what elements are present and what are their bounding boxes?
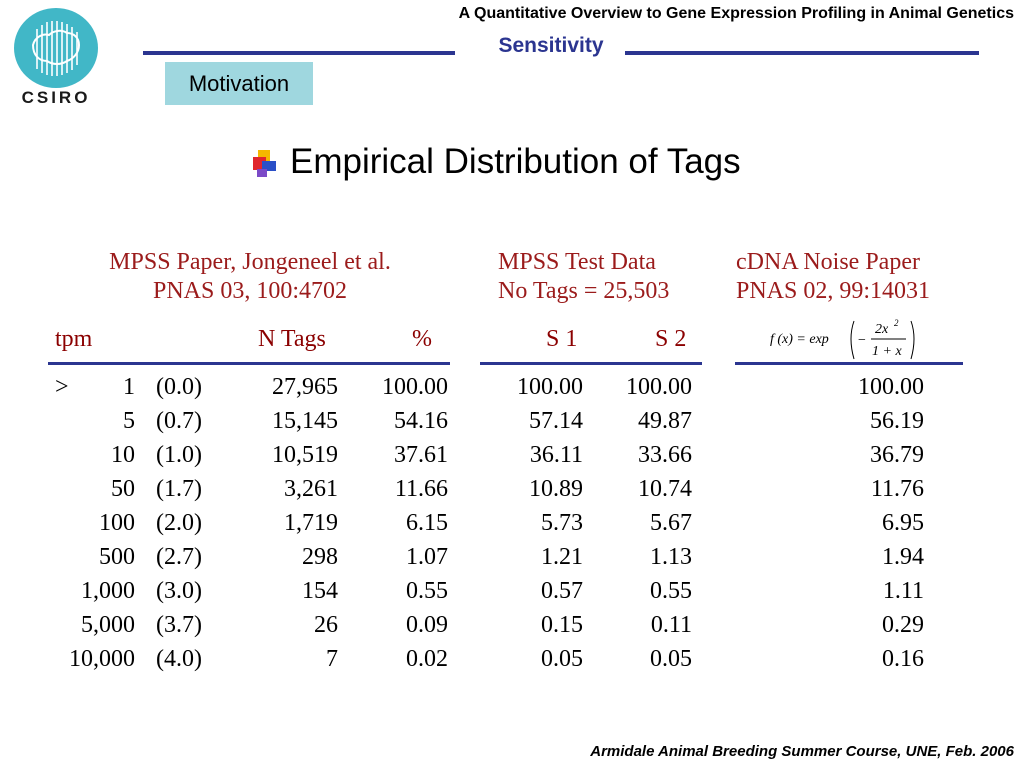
- group-header-line2: PNAS 03, 100:4702: [152, 278, 348, 304]
- cell-noise: 1.94: [882, 544, 924, 570]
- logo-text: CSIRO: [21, 88, 91, 107]
- cell-s1: 0.05: [541, 646, 583, 672]
- course-title: A Quantitative Overview to Gene Expressi…: [458, 5, 1014, 22]
- cell-noise: 56.19: [870, 408, 924, 434]
- column-header-s2: S 2: [655, 326, 687, 352]
- cell-s2: 10.74: [638, 476, 692, 502]
- cell-ntags: 7: [326, 646, 338, 672]
- cell-s1: 10.89: [529, 476, 583, 502]
- slide-heading: Empirical Distribution of Tags: [290, 142, 741, 181]
- cell-s2: 0.55: [650, 578, 692, 604]
- formula-lhs: f (x) = exp: [770, 332, 829, 347]
- cell-tpm: 1,000: [81, 578, 135, 604]
- cell-s2: 100.00: [626, 374, 692, 400]
- cell-s1: 57.14: [529, 408, 583, 434]
- formula-denominator: 1 + x: [872, 344, 902, 359]
- cell-log: (3.7): [156, 612, 202, 638]
- group-header-mpss-test: MPSS Test Data No Tags = 25,503: [498, 248, 669, 306]
- cell-noise: 0.16: [882, 646, 924, 672]
- group-header-line2: PNAS 02, 99:14031: [736, 278, 931, 304]
- cell-tpm: 500: [99, 544, 135, 570]
- cell-tpm: 50: [111, 476, 135, 502]
- cell-s2: 0.05: [650, 646, 692, 672]
- column-header-tpm: tpm: [55, 326, 93, 352]
- colored-blocks-icon: [253, 150, 277, 183]
- cell-log: (2.7): [156, 544, 202, 570]
- cell-noise: 0.29: [882, 612, 924, 638]
- cell-pct: 0.02: [406, 646, 448, 672]
- cell-pct: 0.09: [406, 612, 448, 638]
- cell-tpm: 10,000: [69, 646, 135, 672]
- column-header-pct: %: [412, 326, 432, 352]
- cell-log: (1.0): [156, 442, 202, 468]
- cell-log: (0.0): [156, 374, 202, 400]
- cell-log: (2.0): [156, 510, 202, 536]
- cell-log: (4.0): [156, 646, 202, 672]
- section-rule-right: [625, 51, 979, 55]
- cell-s1: 1.21: [541, 544, 583, 570]
- column-header-ntags: N Tags: [258, 326, 326, 352]
- csiro-logo-icon: [13, 7, 99, 94]
- cell-ntags: 1,719: [284, 510, 338, 536]
- cell-s1: 0.57: [541, 578, 583, 604]
- cell-pct: 37.61: [394, 442, 448, 468]
- header-rule-mpss-test: [480, 362, 702, 365]
- cell-s1: 0.15: [541, 612, 583, 638]
- cell-pct: 0.55: [406, 578, 448, 604]
- cell-s2: 5.67: [650, 510, 692, 536]
- cell-ntags: 27,965: [272, 374, 338, 400]
- footer-text: Armidale Animal Breeding Summer Course, …: [590, 743, 1014, 760]
- cell-tpm: 5: [123, 408, 135, 434]
- cell-ntags: 154: [302, 578, 338, 604]
- header-rule-mpss-paper: [48, 362, 450, 365]
- cell-pct: 54.16: [394, 408, 448, 434]
- group-header-line2: No Tags = 25,503: [498, 278, 670, 304]
- cell-s2: 1.13: [650, 544, 692, 570]
- cell-s1: 100.00: [517, 374, 583, 400]
- group-header-line1: cDNA Noise Paper: [736, 249, 920, 275]
- cell-s2: 49.87: [638, 408, 692, 434]
- cell-tpm: 10: [111, 442, 135, 468]
- cell-s2: 0.11: [650, 612, 692, 638]
- section-rule-left: [143, 51, 455, 55]
- column-header-s1: S 1: [546, 326, 578, 352]
- formula-minus: −: [858, 333, 866, 348]
- noise-formula: f (x) = exp − 2x 2 1 + x: [770, 313, 920, 370]
- cell-noise: 100.00: [858, 374, 924, 400]
- greater-than-marker: >: [55, 374, 69, 400]
- cell-ntags: 26: [314, 612, 338, 638]
- cell-ntags: 298: [302, 544, 338, 570]
- cell-tpm: 100: [99, 510, 135, 536]
- cell-log: (0.7): [156, 408, 202, 434]
- cell-noise: 6.95: [882, 510, 924, 536]
- section-title: Sensitivity: [498, 34, 604, 57]
- group-header-line1: MPSS Test Data: [498, 249, 656, 275]
- group-header-line1: MPSS Paper, Jongeneel et al.: [109, 249, 391, 275]
- cell-ntags: 3,261: [284, 476, 338, 502]
- cell-tpm: 5,000: [81, 612, 135, 638]
- cell-pct: 1.07: [406, 544, 448, 570]
- subsection-tag: Motivation: [165, 62, 313, 105]
- cell-noise: 11.76: [870, 476, 924, 502]
- cell-s2: 33.66: [638, 442, 692, 468]
- group-header-cdna-noise: cDNA Noise Paper PNAS 02, 99:14031: [736, 248, 930, 306]
- cell-noise: 36.79: [870, 442, 924, 468]
- cell-tpm: 1: [123, 374, 135, 400]
- cell-noise: 1.11: [882, 578, 924, 604]
- cell-pct: 100.00: [382, 374, 448, 400]
- cell-log: (3.0): [156, 578, 202, 604]
- cell-pct: 6.15: [406, 510, 448, 536]
- formula-exponent: 2: [894, 318, 899, 328]
- formula-numerator: 2x: [875, 322, 889, 337]
- group-header-mpss-paper: MPSS Paper, Jongeneel et al. PNAS 03, 10…: [60, 248, 440, 306]
- cell-s1: 36.11: [529, 442, 583, 468]
- cell-pct: 11.66: [394, 476, 448, 502]
- header-rule-cdna-noise: [735, 362, 963, 365]
- cell-log: (1.7): [156, 476, 202, 502]
- cell-s1: 5.73: [541, 510, 583, 536]
- cell-ntags: 15,145: [272, 408, 338, 434]
- cell-ntags: 10,519: [272, 442, 338, 468]
